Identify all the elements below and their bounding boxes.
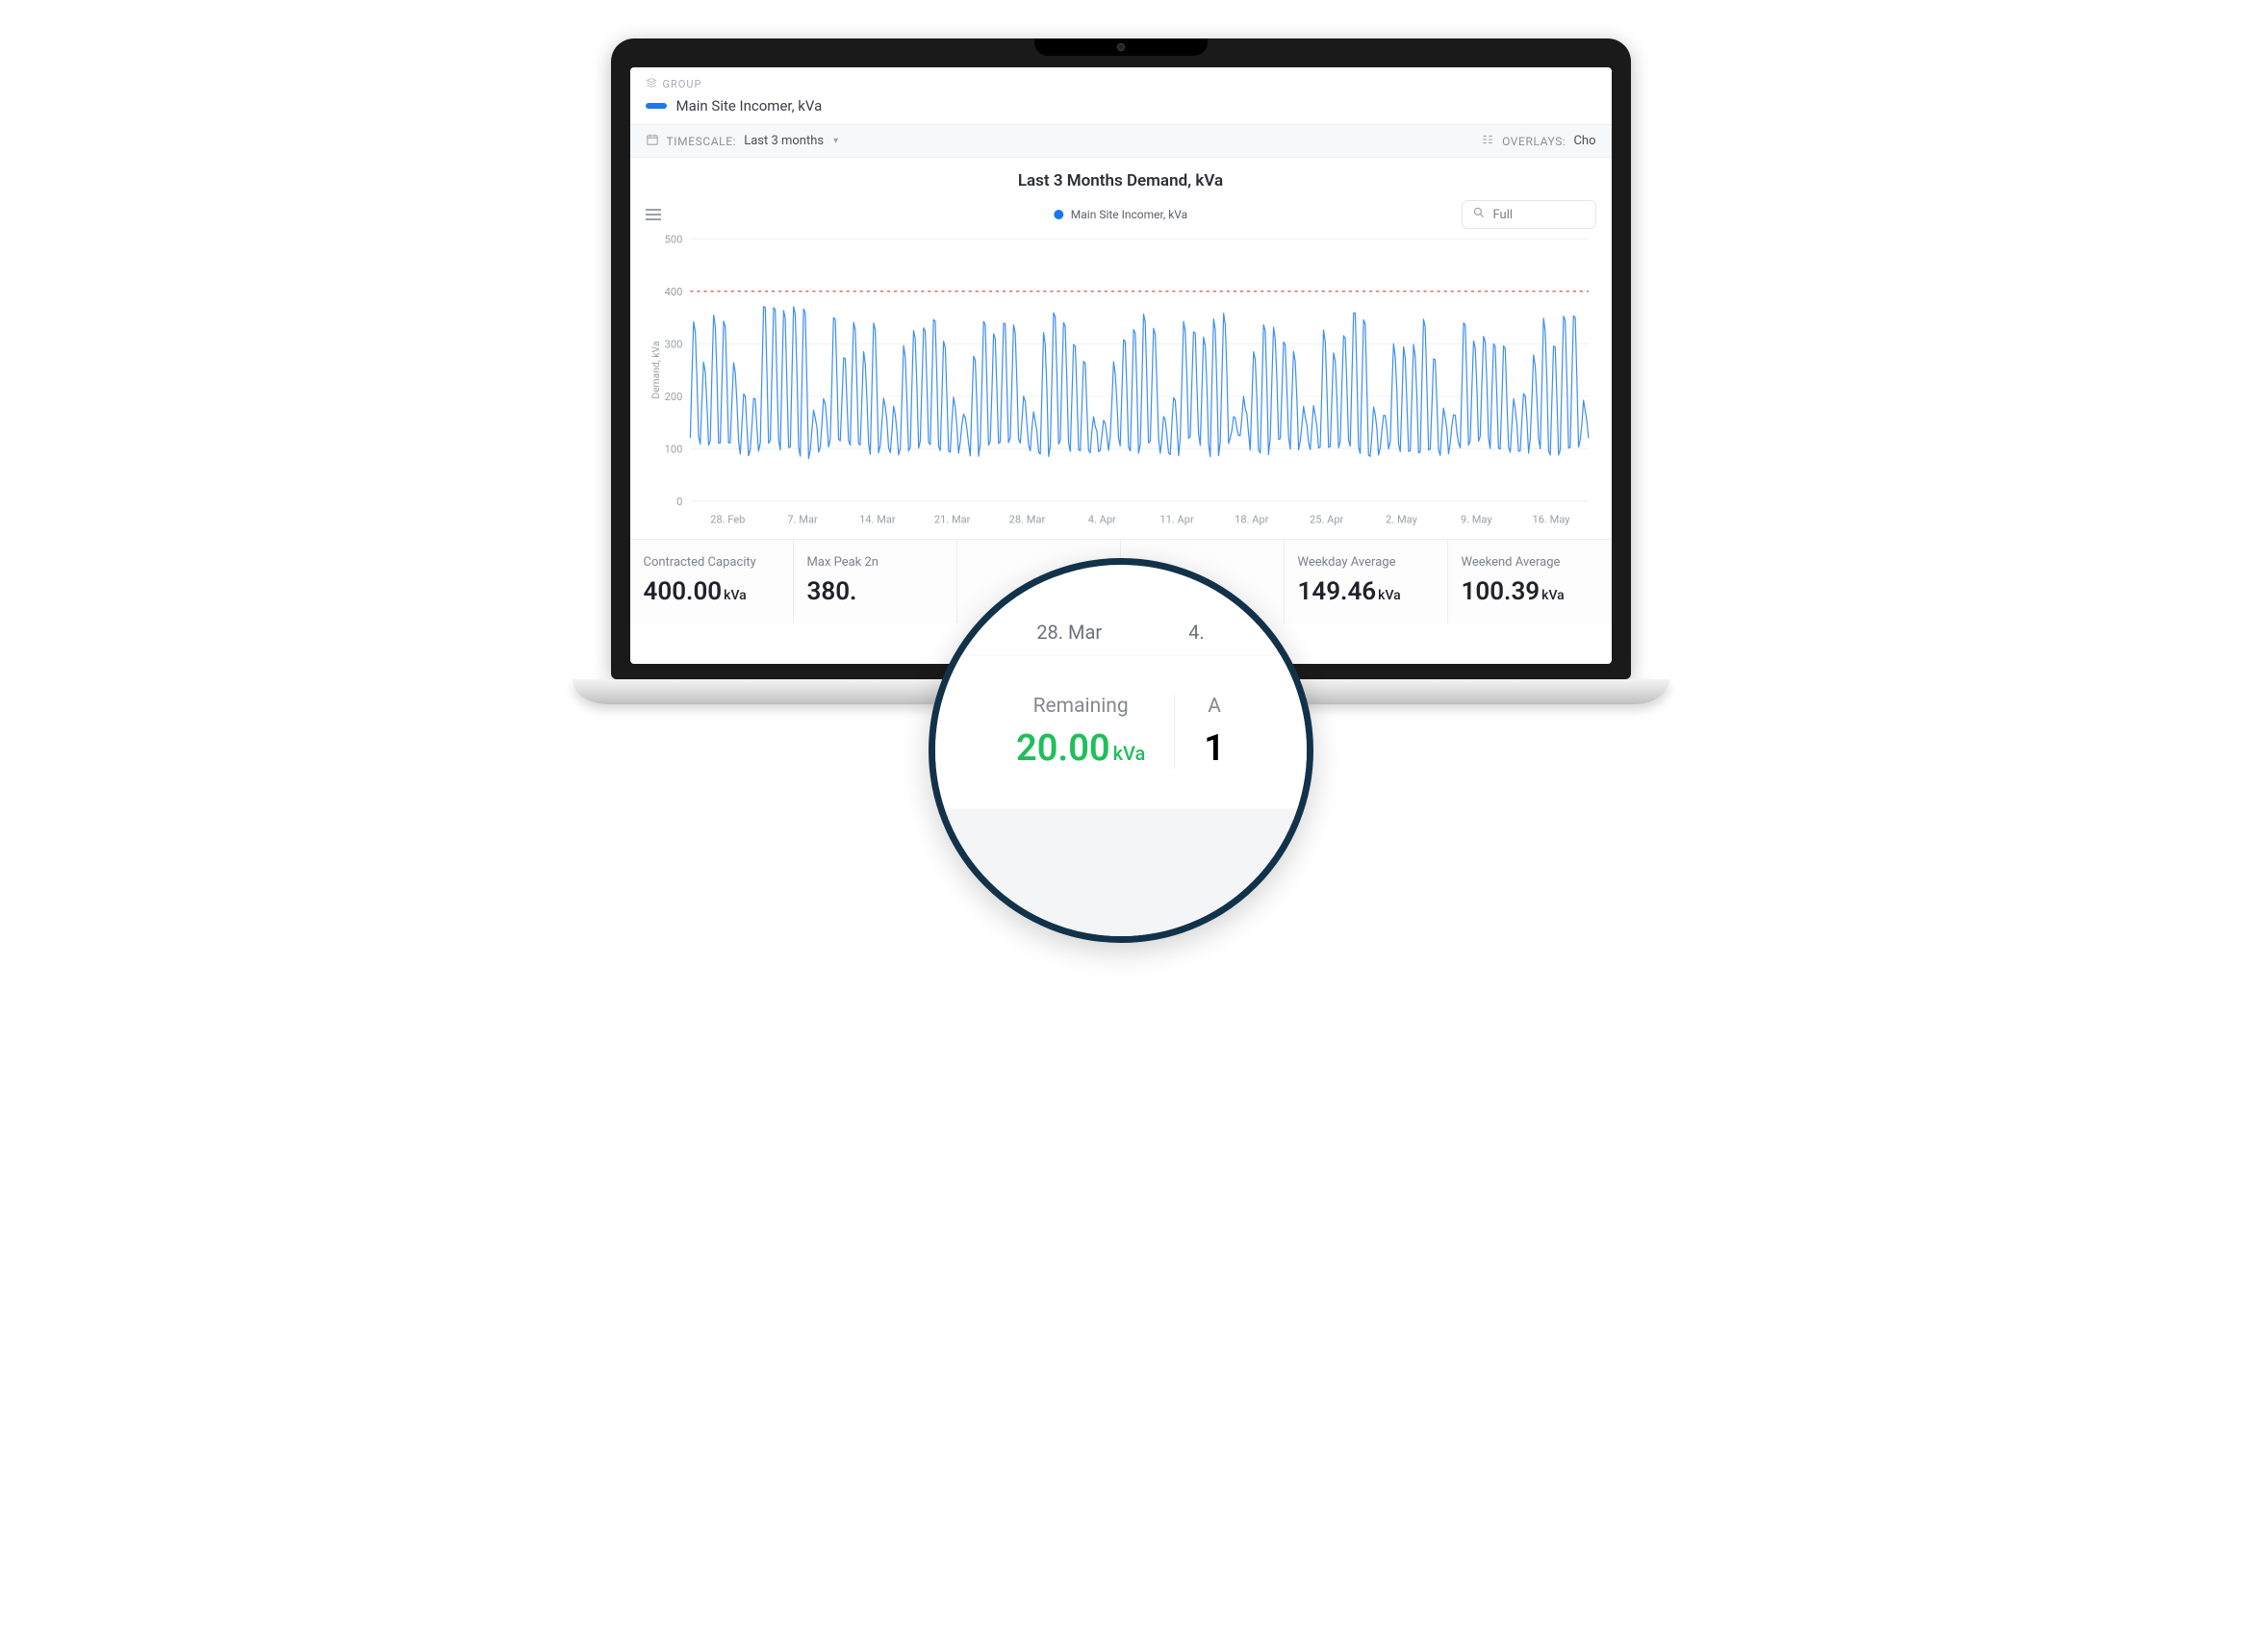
group-label: GROUP [663, 78, 702, 90]
metric-card: Weekday Average 149.46kVa [1285, 540, 1448, 623]
metric-value: 100.39kVa [1462, 577, 1598, 606]
toolbar: TIMESCALE: Last 3 months ▾ OVERLAYS: Cho [630, 125, 1612, 158]
metric-label: Contracted Capacity [644, 555, 779, 570]
timescale-label: TIMESCALE: [667, 135, 737, 148]
svg-text:400: 400 [664, 286, 682, 298]
timescale-selector[interactable]: TIMESCALE: Last 3 months ▾ [646, 133, 839, 149]
legend-marker [1054, 210, 1063, 219]
metric-card: Weekend Average 100.39kVa [1448, 540, 1612, 623]
svg-text:100: 100 [664, 443, 682, 455]
svg-text:9. May: 9. May [1460, 514, 1491, 526]
chart-plot[interactable]: 0 100 200 300 400 500 Demand, kVa 28. Feb 7. Mar… [646, 233, 1596, 531]
metric-value: 380. [807, 577, 943, 606]
svg-text:7. Mar: 7. Mar [787, 514, 818, 526]
mag-remaining-unit: kVa [1113, 742, 1146, 765]
mag-remaining-card: Remaining 20.00 kVa [987, 695, 1175, 770]
mag-xlabel-2: 4. [1188, 621, 1205, 644]
laptop-notch [1034, 38, 1208, 56]
svg-text:28. Feb: 28. Feb [710, 514, 745, 526]
calendar-icon [646, 133, 659, 149]
chart-legend[interactable]: Main Site Incomer, kVa [1054, 208, 1187, 221]
metric-label: Max Peak 2n [807, 555, 943, 570]
magnifier-overlay: 28. Mar 4. Remaining 20.00 kVa A 1 [929, 558, 1313, 943]
overlays-value: Cho [1573, 134, 1595, 148]
svg-text:300: 300 [664, 338, 682, 350]
metric-label: Weekday Average [1298, 555, 1434, 570]
mag-xlabel-1: 28. Mar [1036, 621, 1102, 644]
chart-title: Last 3 Months Demand, kVa [646, 171, 1596, 191]
metric-value: 400.00kVa [644, 577, 779, 606]
group-icon [646, 77, 657, 91]
timescale-value: Last 3 months [744, 134, 824, 148]
svg-text:25. Apr: 25. Apr [1309, 514, 1343, 526]
mag-side-card: A 1 [1175, 695, 1254, 770]
search-icon [1472, 206, 1486, 223]
mag-side-value: 1 [1204, 727, 1225, 770]
mag-remaining-value: 20.00 [1016, 727, 1110, 770]
series-color-marker [646, 103, 667, 109]
svg-text:16. May: 16. May [1532, 514, 1570, 526]
svg-text:11. Apr: 11. Apr [1159, 514, 1194, 526]
overlays-selector[interactable]: OVERLAYS: Cho [1481, 133, 1595, 149]
svg-text:21. Mar: 21. Mar [933, 514, 970, 526]
svg-text:200: 200 [664, 391, 682, 403]
search-value: Full [1493, 208, 1514, 222]
chart-menu-button[interactable] [646, 206, 661, 223]
mag-remaining-label: Remaining [1016, 695, 1145, 718]
mag-side-label: A [1204, 695, 1225, 718]
legend-label: Main Site Incomer, kVa [1071, 208, 1187, 221]
svg-text:500: 500 [664, 233, 682, 245]
chart-search-input[interactable]: Full [1462, 200, 1596, 229]
svg-text:Demand, kVa: Demand, kVa [651, 342, 662, 399]
svg-text:4. Apr: 4. Apr [1087, 514, 1115, 526]
svg-text:2. May: 2. May [1386, 514, 1417, 526]
metric-card: Contracted Capacity 400.00kVa [630, 540, 794, 623]
svg-text:28. Mar: 28. Mar [1008, 514, 1045, 526]
metric-label: Weekend Average [1462, 555, 1598, 570]
metric-value: 149.46kVa [1298, 577, 1434, 606]
overlays-label: OVERLAYS: [1502, 135, 1566, 148]
metric-card: Max Peak 2n 380. [794, 540, 957, 623]
overlays-icon [1481, 133, 1494, 149]
chevron-down-icon: ▾ [833, 136, 839, 146]
series-name: Main Site Incomer, kVa [676, 97, 823, 114]
laptop-camera [1117, 43, 1125, 51]
dashboard-header: GROUP Main Site Incomer, kVa [630, 67, 1612, 125]
svg-text:0: 0 [676, 496, 682, 508]
svg-text:14. Mar: 14. Mar [859, 514, 896, 526]
svg-text:18. Apr: 18. Apr [1235, 514, 1269, 526]
